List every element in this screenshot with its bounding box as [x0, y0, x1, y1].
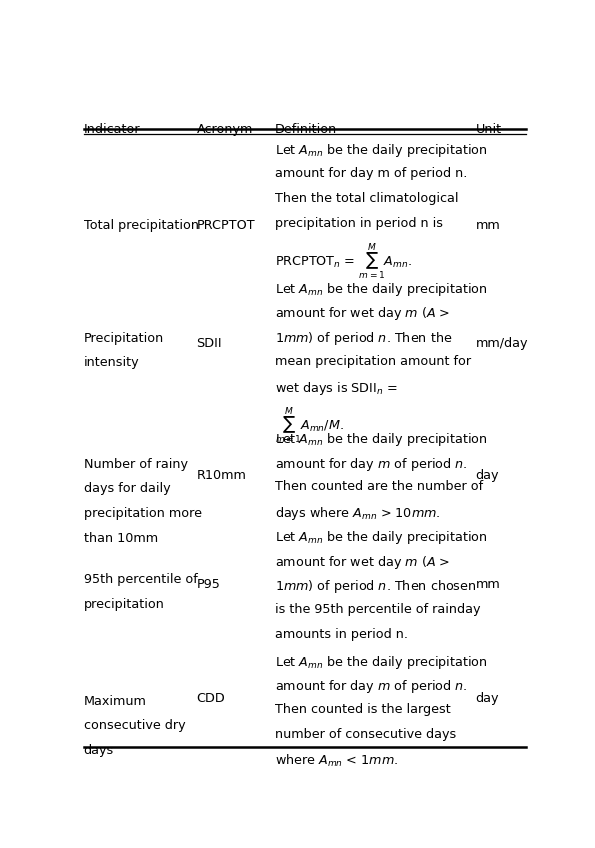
Text: P95: P95 [196, 578, 221, 591]
Text: amount for day $m$ of period $n$.: amount for day $m$ of period $n$. [275, 678, 468, 695]
Text: Let $A_{mn}$ be the daily precipitation: Let $A_{mn}$ be the daily precipitation [275, 281, 487, 298]
Text: number of consecutive days: number of consecutive days [275, 728, 456, 741]
Text: precipitation in period n is: precipitation in period n is [275, 217, 443, 230]
Text: amount for wet day $m$ ($A$ >: amount for wet day $m$ ($A$ > [275, 554, 450, 571]
Text: Precipitation: Precipitation [83, 332, 164, 344]
Text: mm/day: mm/day [475, 337, 528, 350]
Text: days where $A_{mn}$ > 10$mm$.: days where $A_{mn}$ > 10$mm$. [275, 505, 441, 522]
Text: wet days is SDII$_n$ =: wet days is SDII$_n$ = [275, 380, 397, 397]
Text: Then counted are the number of: Then counted are the number of [275, 481, 483, 494]
Text: intensity: intensity [83, 356, 139, 370]
Text: mean precipitation amount for: mean precipitation amount for [275, 355, 471, 368]
Text: Let $A_{mn}$ be the daily precipitation: Let $A_{mn}$ be the daily precipitation [275, 431, 487, 448]
Text: Indicator: Indicator [83, 123, 140, 136]
Text: 1$mm$) of period $n$. Then chosen: 1$mm$) of period $n$. Then chosen [275, 578, 477, 595]
Text: Let $A_{mn}$ be the daily precipitation: Let $A_{mn}$ be the daily precipitation [275, 529, 487, 546]
Text: days for daily: days for daily [83, 483, 170, 495]
Text: amount for day $m$ of period $n$.: amount for day $m$ of period $n$. [275, 455, 468, 472]
Text: Let $A_{mn}$ be the daily precipitation: Let $A_{mn}$ be the daily precipitation [275, 142, 487, 159]
Text: Total precipitation: Total precipitation [83, 220, 199, 232]
Text: PRCPTOT$_n$ = $\sum_{m=1}^{M} A_{mn}$.: PRCPTOT$_n$ = $\sum_{m=1}^{M} A_{mn}$. [275, 242, 412, 282]
Text: Maximum: Maximum [83, 695, 146, 707]
Text: mm: mm [475, 220, 500, 232]
Text: amount for day m of period n.: amount for day m of period n. [275, 167, 467, 180]
Text: amount for wet day $m$ ($A$ >: amount for wet day $m$ ($A$ > [275, 305, 450, 322]
Text: Acronym: Acronym [196, 123, 253, 136]
Text: where $A_{mn}$ < 1$mm$.: where $A_{mn}$ < 1$mm$. [275, 753, 399, 769]
Text: PRCPTOT: PRCPTOT [196, 220, 255, 232]
Text: CDD: CDD [196, 692, 226, 705]
Text: precipitation: precipitation [83, 598, 164, 611]
Text: day: day [475, 469, 499, 482]
Text: precipitation more: precipitation more [83, 507, 202, 521]
Text: 95th percentile of: 95th percentile of [83, 573, 198, 586]
Text: than 10mm: than 10mm [83, 532, 158, 545]
Text: Then counted is the largest: Then counted is the largest [275, 703, 451, 717]
Text: days: days [83, 745, 114, 757]
Text: SDII: SDII [196, 337, 222, 350]
Text: amounts in period n.: amounts in period n. [275, 628, 408, 641]
Text: Definition: Definition [275, 123, 337, 136]
Text: mm: mm [475, 578, 500, 591]
Text: Let $A_{mn}$ be the daily precipitation: Let $A_{mn}$ be the daily precipitation [275, 654, 487, 671]
Text: Then the total climatological: Then the total climatological [275, 192, 459, 205]
Text: is the 95th percentile of rainday: is the 95th percentile of rainday [275, 603, 481, 616]
Text: Unit: Unit [475, 123, 502, 136]
Text: Number of rainy: Number of rainy [83, 458, 187, 471]
Text: 1$mm$) of period $n$. Then the: 1$mm$) of period $n$. Then the [275, 331, 452, 348]
Text: day: day [475, 692, 499, 705]
Text: consecutive dry: consecutive dry [83, 719, 185, 733]
Text: $\sum_{m=1}^{M} A_{mn}/M$.: $\sum_{m=1}^{M} A_{mn}/M$. [275, 404, 344, 444]
Text: R10mm: R10mm [196, 469, 246, 482]
